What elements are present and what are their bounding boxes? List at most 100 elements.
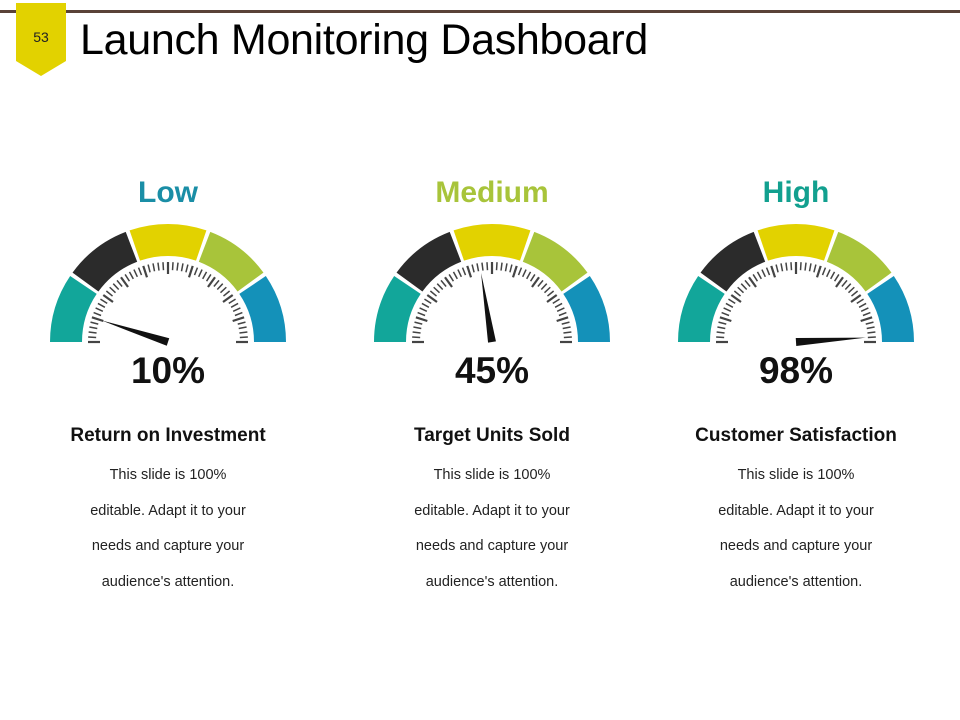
gauge-tick [554, 302, 563, 308]
gauge-tick [486, 262, 489, 271]
gauge-tick [740, 283, 748, 291]
gauge-tick [540, 283, 548, 291]
gauge-tick [109, 286, 117, 294]
gauge-tick [234, 311, 243, 317]
gauge-tick [716, 331, 725, 334]
gauge-meter-units-sold [374, 224, 610, 344]
gauge-tick [833, 274, 840, 282]
top-rule [0, 10, 960, 13]
gauge-heading: Target Units Sold [414, 425, 570, 446]
page-title: Launch Monitoring Dashboard [80, 16, 648, 64]
gauge-tick [504, 263, 508, 272]
gauge-tick [176, 262, 179, 271]
gauge-tick [867, 331, 876, 334]
gauge-tick [558, 311, 567, 317]
gauge-value: 10% [130, 350, 206, 391]
gauge-tick [808, 263, 812, 272]
gauge-tick [152, 263, 156, 272]
gauge-tick [429, 290, 438, 297]
gauge-tick [452, 271, 458, 280]
gauge-tick [222, 294, 234, 303]
gauge-tick [461, 267, 467, 276]
gauge-tick [419, 307, 428, 313]
gauge-tick [561, 321, 570, 325]
gauge-description: This slide is 100% editable. Adapt it to… [646, 458, 946, 600]
gauge-tick [856, 298, 864, 305]
gauge-segment-blue [867, 276, 914, 342]
gauge-value: 45% [454, 350, 530, 391]
gauge-segment-yellow [453, 224, 531, 261]
description-line: needs and capture your [415, 538, 569, 554]
gauge-tick [556, 307, 565, 313]
gauge-tick [730, 294, 742, 303]
gauge-level-label: High [762, 176, 830, 209]
gauge-tick [147, 264, 151, 273]
gauge-tick [124, 274, 131, 282]
gauge-tick [187, 265, 194, 278]
gauge-tick [239, 336, 248, 339]
description-line: audience's attention. [729, 573, 863, 590]
gauge-tick [841, 279, 848, 288]
gauge-tick [171, 262, 174, 271]
gauge-tick [185, 264, 189, 273]
gauge-tick [105, 290, 114, 297]
gauge-segment-lime [522, 231, 588, 292]
gauge-tick [207, 276, 216, 288]
gauge-description: This slide is 100% editable. Adapt it to… [18, 458, 318, 600]
gauge-tick [238, 326, 247, 330]
description-line: needs and capture your [719, 538, 873, 554]
gauge-tick [116, 279, 123, 288]
gauge-tick [556, 316, 569, 323]
gauge-segment-yellow [757, 224, 835, 261]
gauge-tick [804, 262, 807, 271]
gauge-tick [157, 262, 160, 271]
description-line: editable. Adapt it to your [718, 502, 874, 519]
gauge-tick [444, 276, 453, 288]
description-line: needs and capture your [91, 538, 245, 554]
gauge-tick [537, 279, 544, 288]
gauge-tick [466, 265, 473, 278]
gauge-tick [232, 316, 245, 323]
gauge-tick [180, 263, 184, 272]
gauge-tick [95, 307, 104, 313]
gauge-tick [424, 298, 432, 305]
gauge-tick [847, 286, 855, 294]
gauge-tick [761, 269, 767, 278]
gauge-tick [232, 307, 241, 313]
gauge-tick [733, 290, 742, 297]
gauge-tick [440, 279, 447, 288]
gauge-tick [193, 267, 199, 276]
gauge-tick [756, 271, 762, 280]
slide-number: 53 [33, 29, 49, 45]
gauge-tick [89, 326, 98, 330]
gauge-tick [860, 316, 873, 323]
gauge-tick [471, 264, 475, 273]
gauge-level-label: Medium [435, 176, 549, 209]
gauge-heading: Return on Investment [70, 425, 266, 446]
gauge-tick [102, 294, 114, 303]
gauge-tick [511, 265, 518, 278]
gauge-tick [500, 262, 503, 271]
gauge-tick [825, 269, 831, 278]
gauge-tick [552, 298, 560, 305]
gauge-tick [830, 271, 836, 280]
gauge-segment-lime [198, 231, 264, 292]
gauge-tick [531, 276, 540, 288]
gauge-tick [728, 298, 736, 305]
gauge-segment-dark [72, 231, 138, 292]
gauge-tick [844, 283, 852, 291]
gauge-panel-units-sold: Medium 45% Target Units Sold This slide … [342, 170, 642, 610]
gauge-needle [101, 320, 170, 346]
gauge-tick [112, 283, 120, 291]
gauge-tick [721, 311, 730, 317]
gauge-tick [448, 274, 455, 282]
gauge-tick [562, 326, 571, 330]
gauge-segment-yellow [129, 224, 207, 261]
gauge-tick [850, 294, 862, 303]
gauge-tick [785, 262, 788, 271]
gauge-tick [790, 262, 793, 271]
gauge-tick [413, 326, 422, 330]
gauge-segment-dark [396, 231, 462, 292]
gauge-tick [744, 279, 751, 288]
gauge-tick [866, 326, 875, 330]
